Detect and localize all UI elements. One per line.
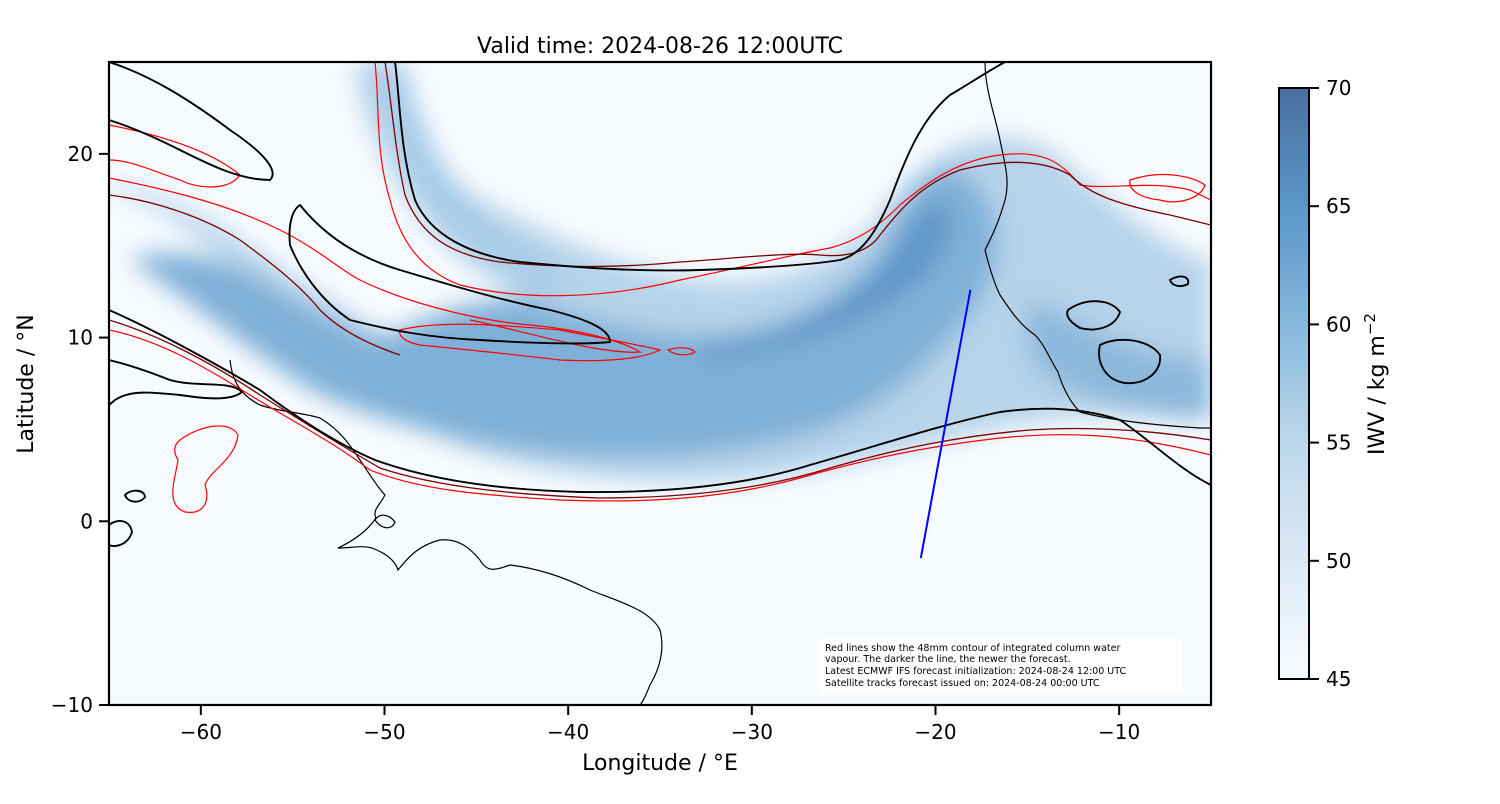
contour-nw-newest (109, 62, 274, 181)
forecast-note-box (820, 638, 1182, 694)
y-axis-label: Latitude / °N (14, 314, 39, 453)
contour-arm-newest (288, 203, 611, 345)
colorbar-tick-label: 70 (1326, 76, 1351, 100)
colorbar-label-text: IWV / kg m (1365, 335, 1390, 455)
y-tick-label: 0 (80, 509, 93, 533)
colorbar-tick-label: 50 (1326, 549, 1351, 573)
contour-west-new (109, 194, 401, 356)
contour-small-east (666, 347, 696, 356)
coastline-amazon-delta (374, 514, 396, 529)
contour-blob-ne (1129, 174, 1206, 203)
contour-north-old (109, 177, 642, 353)
iwv-contours-newest (109, 62, 1211, 548)
coastline-west-africa (984, 62, 1211, 429)
contour-blob-sw2-newest (109, 520, 133, 548)
map-frame (107, 60, 1213, 707)
contour-south-newest (109, 309, 1211, 494)
colorbar: 45 50 55 60 65 70 IWV / kg m−2 (1278, 76, 1390, 691)
colorbar-label-exponent: −2 (1361, 313, 1379, 335)
colorbar-tick-label: 45 (1326, 667, 1351, 691)
forecast-note-line-2: vapour. The darker the line, the newer t… (825, 654, 1071, 665)
contour-blob-mid (399, 323, 662, 362)
y-tick-label: 20 (68, 142, 93, 166)
map-area (109, 62, 1211, 705)
contour-blob-west (172, 425, 239, 513)
iwv-band-east (1026, 300, 1211, 420)
iwv-contours-new (109, 62, 1211, 499)
contour-blob-sw-newest (123, 489, 146, 503)
y-tick-label: 10 (68, 326, 93, 350)
x-axis-ticks: −60 −50 −40 −30 −20 −10 (180, 705, 1140, 744)
contour-south-old (109, 329, 1211, 502)
iwv-band-north-arm (370, 62, 560, 290)
contour-north-newest (394, 62, 1006, 272)
contour-blob-ne2-newest (1168, 275, 1190, 288)
colorbar-gradient (1278, 87, 1310, 680)
forecast-note-line-3: Latest ECMWF IFS forecast initialization… (825, 666, 1126, 677)
forecast-note-line-4: Satellite tracks forecast issued on: 202… (825, 678, 1100, 689)
contour-island-newest (109, 359, 244, 406)
iwv-band-peak (700, 200, 951, 360)
coastlines (229, 62, 1211, 705)
contour-blob-east-newest (1098, 338, 1161, 385)
y-axis-ticks: −10 0 10 20 (51, 142, 109, 717)
x-axis-label: Longitude / °E (582, 751, 738, 776)
y-tick-label: −10 (51, 693, 93, 717)
contour-south-new (109, 319, 1211, 499)
contour-blob-east2-newest (1066, 300, 1122, 331)
colorbar-tick-label: 65 (1326, 194, 1351, 218)
x-tick-label: −60 (180, 720, 222, 744)
x-tick-label: −50 (363, 720, 405, 744)
contour-north-new (384, 62, 1211, 268)
contour-island-old (109, 124, 241, 188)
x-tick-label: −20 (914, 720, 956, 744)
x-tick-label: −30 (731, 720, 773, 744)
forecast-note-line-1: Red lines show the 48mm contour of integ… (825, 643, 1120, 654)
colorbar-label: IWV / kg m−2 (1361, 313, 1390, 455)
colorbar-ticks: 45 50 55 60 65 70 (1309, 76, 1351, 691)
forecast-note: Red lines show the 48mm contour of integ… (820, 638, 1182, 694)
plot-title: Valid time: 2024-08-26 12:00UTC (477, 34, 843, 59)
satellite-track-line (919, 289, 972, 559)
colorbar-tick-label: 60 (1326, 312, 1351, 336)
colorbar-tick-label: 55 (1326, 431, 1351, 455)
x-tick-label: −40 (547, 720, 589, 744)
x-tick-label: −10 (1098, 720, 1140, 744)
coastline-south-america (229, 359, 663, 705)
